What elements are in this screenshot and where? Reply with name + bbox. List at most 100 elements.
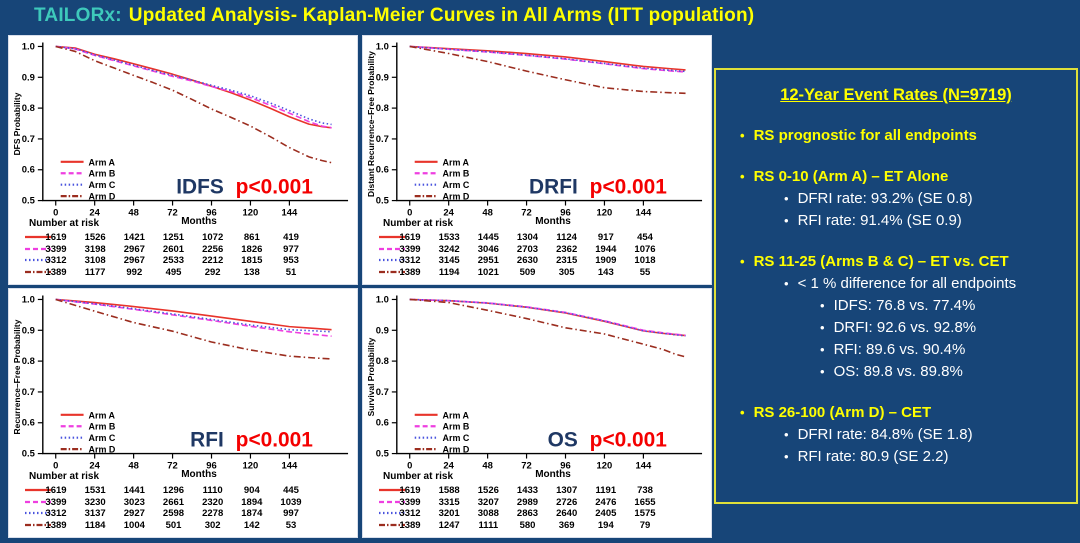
legend-label: Arm D (89, 445, 116, 455)
bullet-icon: • (820, 320, 825, 335)
x-tick-label: 72 (521, 207, 532, 218)
os-km-chart: 1.0 0.9 0.8 0.7 0.6 0.5 0 24 48 72 96 120 144 Surviva… (366, 294, 703, 471)
risk-count: 1526 (84, 232, 106, 243)
risk-row-arm-c: 3312 3201 3088 2863 2640 2405 1575 (363, 508, 711, 519)
risk-count: 1111 (478, 519, 499, 531)
risk-row-arm-b: 3399 3315 3207 2989 2726 2476 1655 (363, 497, 711, 508)
risk-count: 1909 (595, 255, 617, 266)
legend-label: Arm D (89, 192, 116, 202)
risk-count: 2967 (123, 243, 145, 255)
risk-count: 917 (597, 232, 614, 243)
risk-count: 369 (558, 519, 575, 531)
y-tick-label: 0.6 (22, 165, 35, 176)
idfs-km-chart: 1.0 0.9 0.8 0.7 0.6 0.5 0 24 48 72 96 120 144 DFS Pro… (12, 41, 349, 218)
y-tick-label: 0.6 (376, 418, 389, 429)
risk-count: 3088 (477, 508, 499, 519)
risk-count: 2640 (556, 508, 578, 519)
risk-count: 1619 (399, 485, 421, 496)
event-box-text: DFRI rate: 93.2% (SE 0.8) (797, 190, 973, 207)
x-tick-label: 120 (597, 207, 613, 218)
risk-count: 1296 (162, 485, 185, 496)
bullet-icon: • (820, 298, 825, 313)
km-curve-arm-a (55, 45, 332, 129)
risk-count: 1533 (438, 232, 460, 243)
risk-count: 1445 (477, 232, 499, 243)
risk-count: 1655 (634, 496, 656, 508)
risk-count: 3207 (477, 496, 499, 508)
risk-count: 2927 (123, 508, 145, 519)
risk-count: 2863 (516, 508, 539, 519)
risk-row-line-glyph (379, 500, 405, 503)
y-tick-label: 0.5 (22, 196, 35, 207)
risk-row-line-glyph (379, 247, 405, 250)
risk-count: 992 (126, 266, 143, 278)
y-tick-label: 0.5 (376, 449, 389, 460)
risk-row-arm-d: 1389 1177 992 495 292 138 51 (9, 267, 357, 278)
x-tick-label: 24 (443, 460, 454, 471)
y-tick-label: 0.9 (22, 72, 35, 83)
x-axis-title: Months (181, 469, 217, 480)
risk-count: 53 (285, 519, 297, 531)
risk-count: 1389 (399, 266, 421, 278)
number-at-risk-table: 1619 1526 1421 1251 1072 861 419 3399 3198 2967 26… (9, 232, 357, 282)
risk-count: 2601 (162, 243, 185, 255)
risk-count: 3399 (45, 496, 67, 508)
y-tick-label: 0.8 (22, 103, 35, 114)
event-box-text: RFI rate: 80.9 (SE 2.2) (797, 448, 949, 465)
risk-count: 454 (637, 232, 653, 243)
legend-label: Arm B (89, 169, 116, 179)
risk-count: 1184 (84, 519, 106, 531)
y-tick-label: 0.7 (22, 387, 35, 398)
km-curve-arm-b (55, 298, 332, 337)
risk-count: 292 (204, 266, 221, 278)
risk-count: 1619 (399, 232, 421, 243)
risk-count: 51 (285, 266, 297, 278)
event-box-line: • RFI: 89.6 vs. 90.4% (820, 340, 1066, 360)
number-at-risk-table: 1619 1533 1445 1304 1124 917 454 3399 3242 3046 27… (363, 232, 711, 282)
bullet-icon: • (820, 364, 825, 379)
risk-count: 2212 (202, 255, 224, 266)
risk-count: 2405 (595, 508, 617, 519)
risk-count: 3312 (399, 255, 421, 266)
km-curve-arm-a (55, 298, 332, 331)
risk-count: 302 (204, 519, 221, 531)
risk-count: 1072 (202, 232, 224, 243)
x-tick-label: 48 (482, 207, 493, 218)
y-axis-title: Distant Recurrence–Free Probability (366, 51, 376, 197)
km-panel-drfi: 1.0 0.9 0.8 0.7 0.6 0.5 0 24 48 72 96 120 144 Distant… (362, 35, 712, 285)
event-box-line: • RS 0-10 (Arm A) – ET Alone (740, 167, 1066, 187)
y-tick-label: 0.9 (376, 325, 389, 336)
y-tick-label: 0.7 (376, 387, 389, 398)
number-at-risk-label: Number at risk (29, 471, 100, 482)
y-axis-title: Recurrence–Free Probability (12, 319, 22, 434)
risk-count: 1526 (477, 485, 499, 496)
x-tick-label: 0 (53, 460, 58, 471)
risk-row-line-glyph (379, 270, 405, 273)
risk-count: 1110 (202, 485, 223, 496)
risk-row-arm-a: 1619 1531 1441 1296 1110 904 445 (9, 485, 357, 496)
bullet-icon: • (784, 191, 789, 206)
legend-label: Arm A (443, 157, 470, 167)
bullet-icon: • (784, 213, 789, 228)
risk-count: 861 (243, 232, 260, 243)
risk-count: 1575 (634, 508, 656, 519)
risk-count: 953 (283, 255, 299, 266)
event-box-line: • RFI rate: 80.9 (SE 2.2) (784, 447, 1066, 467)
risk-count: 977 (283, 243, 299, 255)
x-tick-label: 72 (167, 207, 178, 218)
endpoint-label: RFI (190, 429, 224, 452)
risk-row-line-glyph (25, 523, 51, 526)
y-tick-label: 0.8 (22, 356, 35, 367)
risk-count: 143 (597, 266, 614, 278)
km-curve-arm-d (55, 45, 332, 164)
risk-count: 2703 (516, 243, 539, 255)
event-box-line: • IDFS: 76.8 vs. 77.4% (820, 296, 1066, 316)
risk-table-header: Number at risk Months (9, 469, 357, 485)
y-tick-label: 0.7 (376, 134, 389, 145)
event-box-text: RS 0-10 (Arm A) – ET Alone (753, 168, 949, 185)
x-tick-label: 96 (206, 207, 217, 218)
bullet-icon: • (740, 128, 745, 143)
x-tick-label: 24 (443, 207, 454, 218)
y-tick-label: 1.0 (22, 41, 35, 52)
y-tick-label: 0.9 (22, 325, 35, 336)
